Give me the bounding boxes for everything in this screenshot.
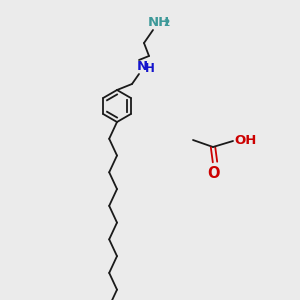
Text: H: H	[145, 61, 155, 74]
Text: O: O	[208, 166, 220, 181]
Text: 2: 2	[163, 19, 169, 28]
Text: N: N	[137, 61, 148, 74]
Text: NH: NH	[148, 16, 170, 28]
Text: OH: OH	[234, 134, 256, 146]
